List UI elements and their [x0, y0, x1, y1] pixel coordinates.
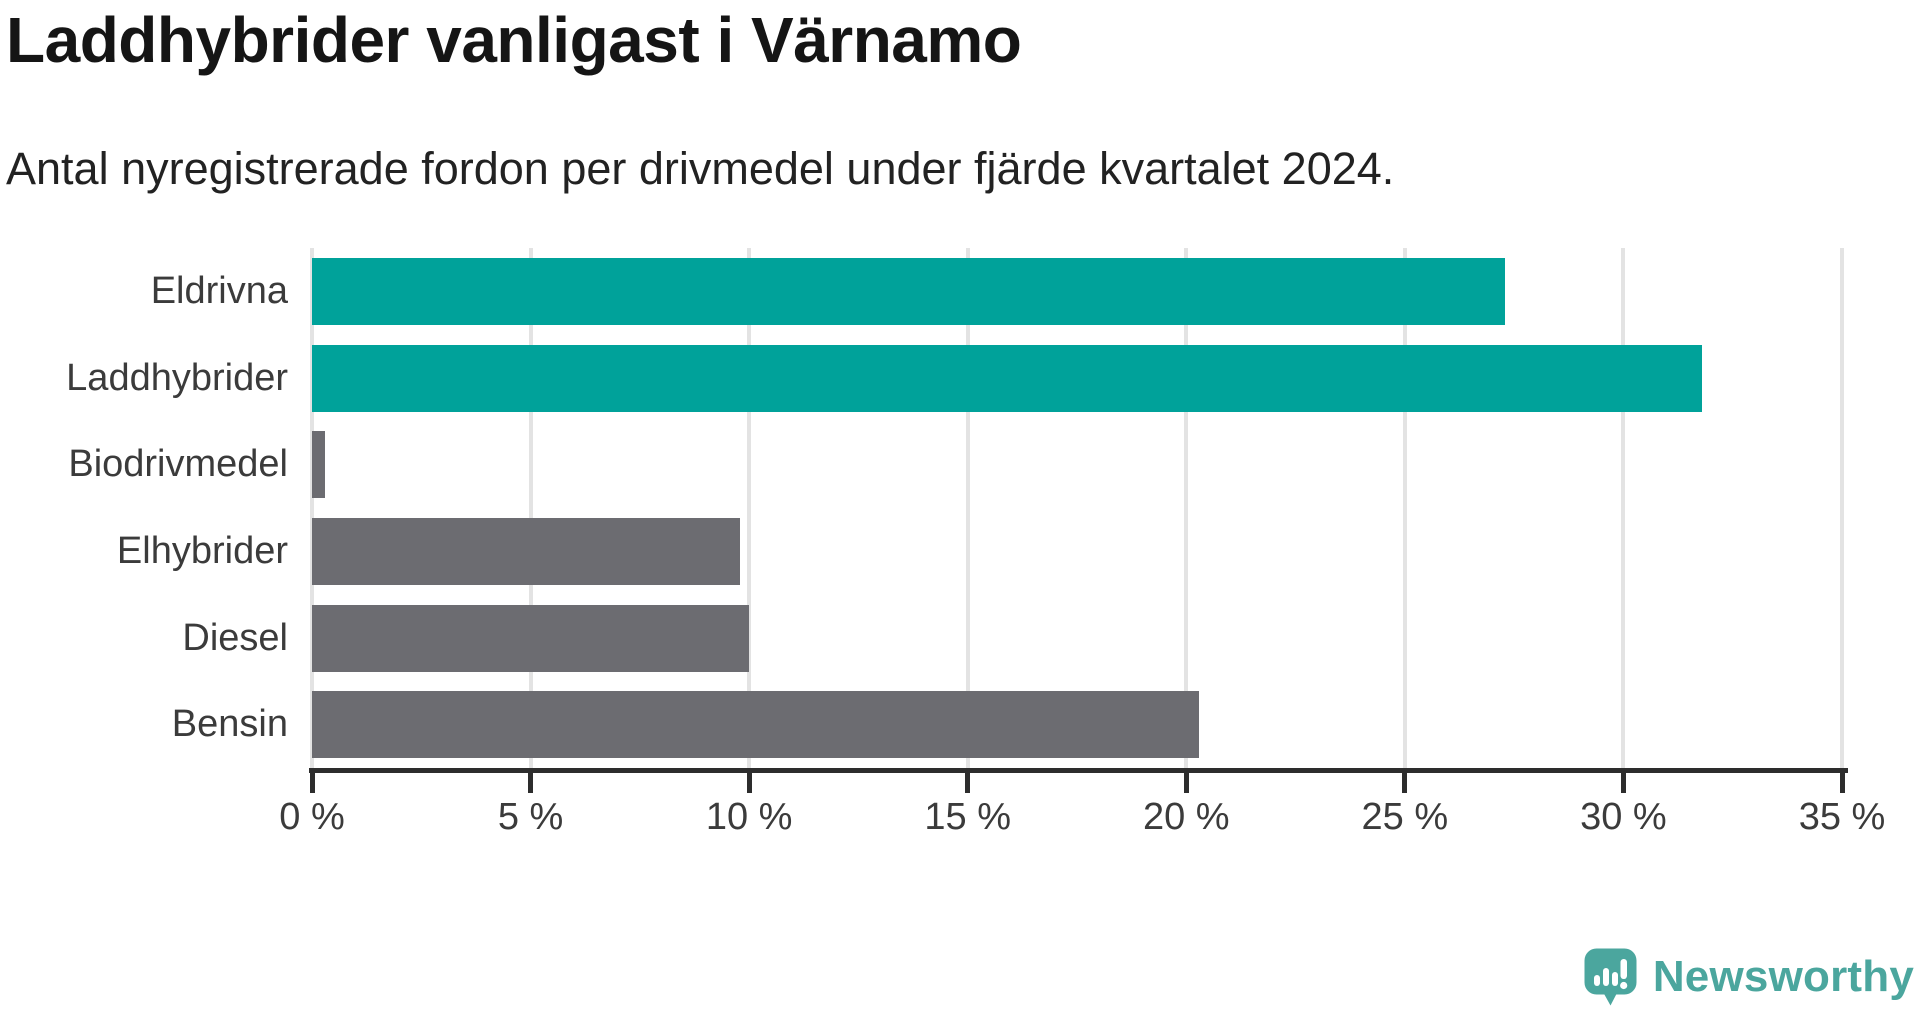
x-tick-label: 0 %: [279, 796, 345, 838]
gridline: [1621, 248, 1626, 768]
newsworthy-logo: Newsworthy: [1584, 948, 1914, 1006]
x-tick-label: 10 %: [705, 796, 793, 838]
category-label: Bensin: [171, 703, 288, 746]
gridline: [1840, 248, 1844, 768]
gridline: [747, 248, 752, 768]
plot-area: 0 % 5 % 10 % 15 % 20 % 25 % 30 % 35 %: [279, 248, 1885, 838]
x-tick: [309, 773, 315, 793]
x-tick-label: 5 %: [497, 796, 564, 838]
newsworthy-logo-icon: [1584, 948, 1637, 1006]
category-label: Elhybrider: [116, 530, 288, 572]
category-label: Eldrivna: [150, 270, 288, 312]
x-tick: [1402, 773, 1408, 793]
chart-title: Laddhybrider vanligast i Värnamo: [6, 4, 1022, 76]
newsworthy-logo-text: Newsworthy: [1652, 952, 1914, 1001]
category-label: Biodrivmedel: [68, 443, 288, 486]
x-axis-line: [309, 768, 1848, 773]
category-axis: Eldrivna Laddhybrider Biodrivmedel Elhybrid…: [0, 248, 288, 768]
x-tick: [1183, 773, 1189, 793]
gridline: [1184, 248, 1189, 768]
gridline: [1402, 248, 1407, 768]
bar-diesel: [312, 604, 750, 672]
x-tick: [1839, 773, 1845, 793]
x-tick-label: 25 %: [1361, 796, 1449, 838]
category-label: Laddhybrider: [66, 356, 288, 399]
gridline: [528, 248, 533, 768]
gridline: [965, 248, 970, 768]
gridline: [310, 248, 314, 768]
bar-bensin: [312, 691, 1200, 759]
bar-biodrivmedel: [312, 431, 326, 499]
x-tick-label: 30 %: [1580, 796, 1667, 838]
x-tick: [1620, 773, 1626, 793]
bar-elhybrider: [312, 517, 741, 585]
chart-subtitle: Antal nyregistrerade fordon per drivmede…: [6, 143, 1395, 194]
category-label: Diesel: [182, 616, 288, 659]
bar-laddhybrider: [312, 344, 1703, 412]
x-tick-label: 15 %: [924, 796, 1012, 838]
x-tick-label: 20 %: [1142, 796, 1230, 838]
x-tick: [746, 773, 752, 793]
x-tick: [528, 773, 534, 793]
x-tick-label: 35 %: [1798, 796, 1886, 838]
bar-eldrivna: [312, 257, 1506, 325]
x-tick: [965, 773, 971, 793]
